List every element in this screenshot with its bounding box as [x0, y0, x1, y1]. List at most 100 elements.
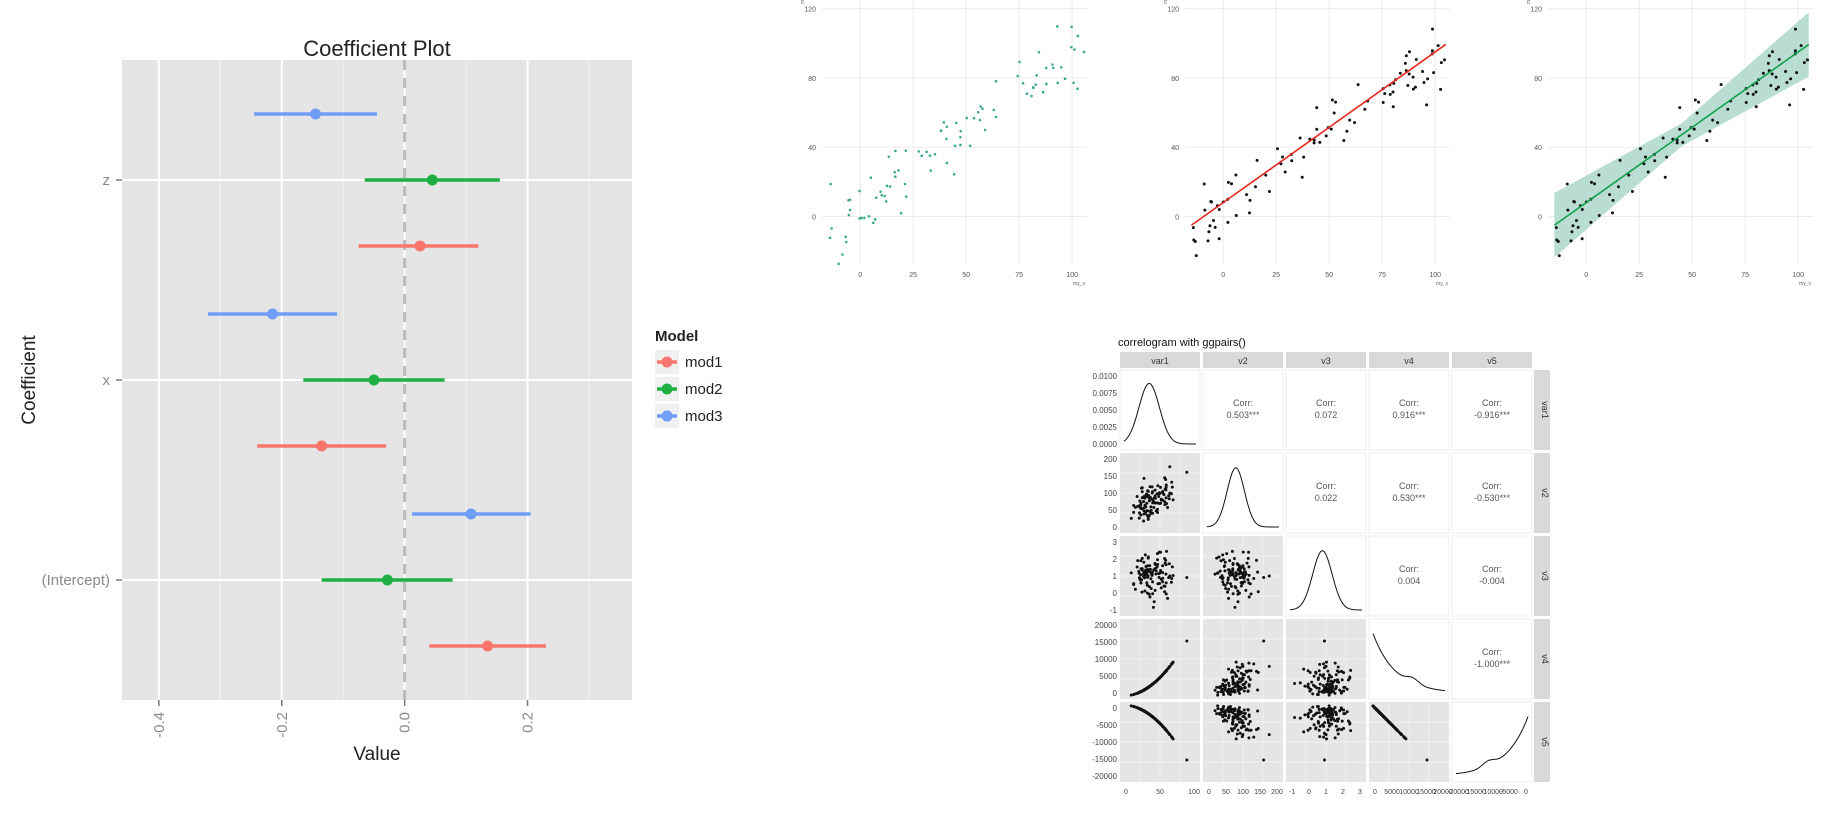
correlation-cell: [1368, 452, 1450, 534]
legend-key-point: [661, 383, 673, 395]
pair-point: [1243, 580, 1247, 584]
data-point: [1557, 254, 1561, 258]
pair-point: [1322, 666, 1326, 670]
pair-point: [1167, 576, 1171, 580]
x-tick-label: -0.4: [151, 712, 168, 738]
pair-point: [1226, 576, 1230, 580]
correlation-cell: [1451, 452, 1533, 534]
data-point: [1430, 49, 1434, 53]
pair-point: [1129, 693, 1133, 697]
pair-point: [1145, 494, 1149, 498]
data-point: [1407, 50, 1411, 54]
corr-value: -0.530***: [1474, 493, 1511, 503]
pair-point: [1148, 485, 1152, 489]
data-point: [1422, 81, 1426, 85]
pair-point: [1298, 716, 1302, 720]
data-point: [1618, 158, 1622, 162]
data-point: [887, 155, 891, 159]
pair-point: [1322, 639, 1326, 643]
pair-point: [1229, 584, 1233, 588]
data-point: [1638, 147, 1642, 151]
data-point: [917, 150, 921, 153]
pair-point: [1153, 494, 1157, 498]
pair-point: [1242, 724, 1246, 728]
row-tick-label: 2: [1113, 555, 1118, 564]
pair-point: [1230, 549, 1234, 553]
data-point: [1073, 48, 1076, 51]
pair-point: [1219, 690, 1223, 694]
corr-label: Corr:: [1233, 398, 1253, 408]
pair-point: [1233, 690, 1237, 694]
pair-point: [1161, 490, 1165, 494]
pair-point: [1326, 679, 1330, 683]
pair-point: [1322, 731, 1326, 735]
pair-point: [1137, 516, 1141, 520]
data-point: [1076, 34, 1080, 38]
row-tick-label: 0: [1113, 689, 1118, 698]
pair-point: [1247, 713, 1251, 717]
data-point: [1403, 61, 1407, 65]
pair-point: [1317, 711, 1321, 715]
column-strip: [1369, 352, 1449, 368]
col-tick-label: -15000: [1464, 789, 1486, 796]
pair-point: [1314, 670, 1318, 674]
pair-point: [1164, 581, 1168, 585]
pair-point: [1221, 713, 1225, 717]
pair-point: [1154, 563, 1158, 567]
data-point: [894, 175, 897, 179]
data-point: [1665, 155, 1669, 159]
pair-point: [1328, 715, 1332, 719]
data-point: [1616, 185, 1620, 189]
data-point: [1034, 83, 1038, 86]
pair-point: [1229, 570, 1233, 574]
data-point: [885, 184, 889, 188]
row-tick-label: -20000: [1092, 772, 1117, 781]
row-tick-label: 0.0075: [1093, 389, 1118, 398]
data-point: [1425, 103, 1429, 107]
pair-point: [1308, 726, 1312, 730]
pair-point: [1143, 589, 1147, 593]
pair-point: [1316, 705, 1320, 709]
pair-point: [1256, 709, 1260, 713]
pair-point: [1154, 496, 1158, 500]
pair-point: [1161, 724, 1165, 728]
pair-point: [1312, 674, 1316, 678]
pair-point: [1236, 600, 1240, 604]
pair-point: [1224, 587, 1228, 591]
pair-point: [1221, 558, 1225, 562]
pair-point: [1343, 712, 1347, 716]
pair-point: [1238, 591, 1242, 595]
data-point: [1070, 25, 1073, 29]
correlation-cell: [1202, 369, 1284, 451]
pair-point: [1219, 711, 1223, 715]
row-tick-label: 20000: [1095, 621, 1118, 630]
data-point: [847, 198, 850, 202]
pair-point: [1425, 758, 1429, 762]
row-strip-label: v2: [1540, 488, 1550, 498]
x-tick-label: 0: [1221, 272, 1225, 279]
pair-point: [1235, 732, 1239, 736]
corr-value: -0.916***: [1474, 410, 1511, 420]
pair-point: [1323, 676, 1327, 680]
row-tick-label: 10000: [1095, 655, 1118, 664]
pair-point: [1185, 639, 1189, 643]
estimate-point-mod3: [465, 508, 477, 520]
pair-point: [1165, 549, 1169, 553]
row-strip: [1534, 536, 1550, 616]
pair-point: [1143, 494, 1147, 498]
pair-point: [1244, 572, 1248, 576]
col-tick-label: 200: [1271, 789, 1283, 796]
pair-point: [1129, 516, 1133, 520]
data-point: [1030, 94, 1033, 98]
pair-point: [1380, 713, 1384, 717]
pair-point: [1133, 505, 1137, 509]
pair-point: [1249, 669, 1253, 673]
y-tick-label: 120: [804, 7, 816, 14]
corr-label: Corr:: [1482, 398, 1502, 408]
pair-point: [1168, 491, 1172, 495]
data-point: [1687, 134, 1691, 138]
pair-point: [1342, 689, 1346, 693]
pair-point: [1136, 504, 1140, 508]
pair-point: [1241, 550, 1245, 554]
pair-point: [1156, 558, 1160, 562]
